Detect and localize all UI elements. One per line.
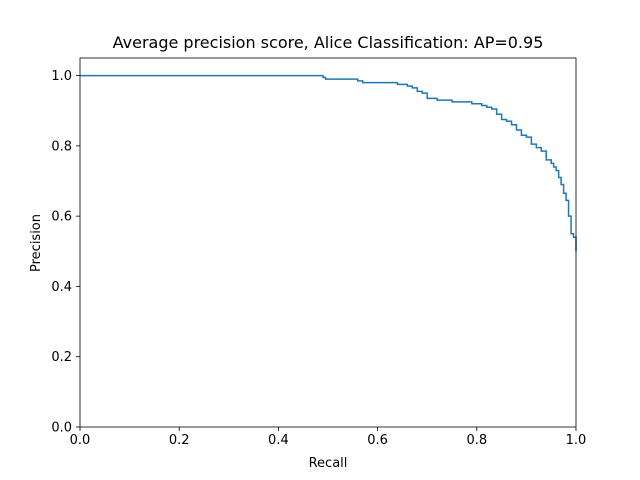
x-tick-label: 0.8 — [466, 433, 487, 448]
y-tick-label: 1.0 — [51, 69, 72, 84]
x-tick-label: 0.4 — [268, 433, 289, 448]
y-tick-label: 0.0 — [51, 421, 72, 436]
x-tick-label: 0.6 — [367, 433, 388, 448]
x-axis-label: Recall — [309, 456, 348, 471]
chart-title: Average precision score, Alice Classific… — [113, 33, 544, 52]
y-axis-label: Precision — [29, 214, 44, 272]
x-tick-label: 1.0 — [566, 433, 587, 448]
x-tick-label: 0.2 — [169, 433, 190, 448]
y-tick-label: 0.8 — [51, 139, 72, 154]
y-tick-label: 0.4 — [51, 280, 72, 295]
x-tick-label: 0.0 — [70, 433, 91, 448]
y-tick-label: 0.2 — [51, 350, 72, 365]
y-tick-label: 0.6 — [51, 210, 72, 225]
